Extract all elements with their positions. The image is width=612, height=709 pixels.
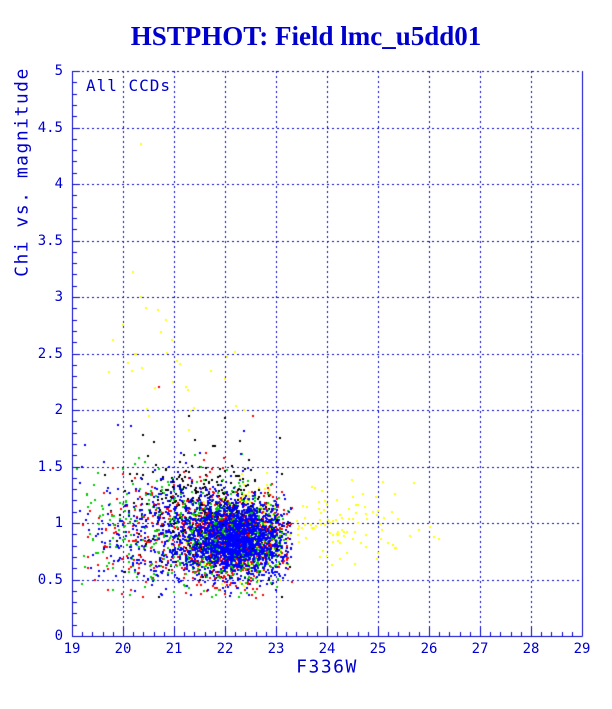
x-tick-label-25: 25: [369, 641, 387, 657]
x-tick-label-29: 29: [573, 641, 591, 657]
x-tick-label-22: 22: [216, 641, 234, 657]
x-tick-label-21: 21: [165, 641, 183, 657]
x-tick-label-26: 26: [420, 641, 438, 657]
y-tick-label-0: 0: [54, 628, 63, 644]
y-tick-label-4.5: 4.5: [37, 119, 63, 136]
y-tick-label-1.5: 1.5: [37, 458, 63, 475]
x-tick-label-19: 19: [63, 641, 81, 657]
x-tick-label-24: 24: [318, 641, 336, 657]
x-tick-label-20: 20: [114, 641, 132, 657]
y-tick-label-3: 3: [54, 289, 63, 305]
x-tick-label-27: 27: [471, 641, 489, 657]
y-tick-label-1: 1: [54, 515, 63, 531]
y-tick-label-2.5: 2.5: [37, 345, 63, 362]
y-tick-label-2: 2: [54, 402, 63, 418]
x-tick-label-28: 28: [522, 641, 540, 657]
y-tick-label-4: 4: [54, 176, 63, 192]
y-tick-label-0.5: 0.5: [37, 571, 63, 588]
x-axis-label: F336W: [296, 656, 358, 678]
y-tick-label-3.5: 3.5: [37, 232, 63, 249]
x-tick-label-23: 23: [267, 641, 285, 657]
chart-title: HSTPHOT: Field lmc_u5dd01: [130, 21, 482, 51]
y-tick-label-5: 5: [54, 63, 63, 79]
annotation-all-ccds: All CCDs: [86, 76, 172, 95]
